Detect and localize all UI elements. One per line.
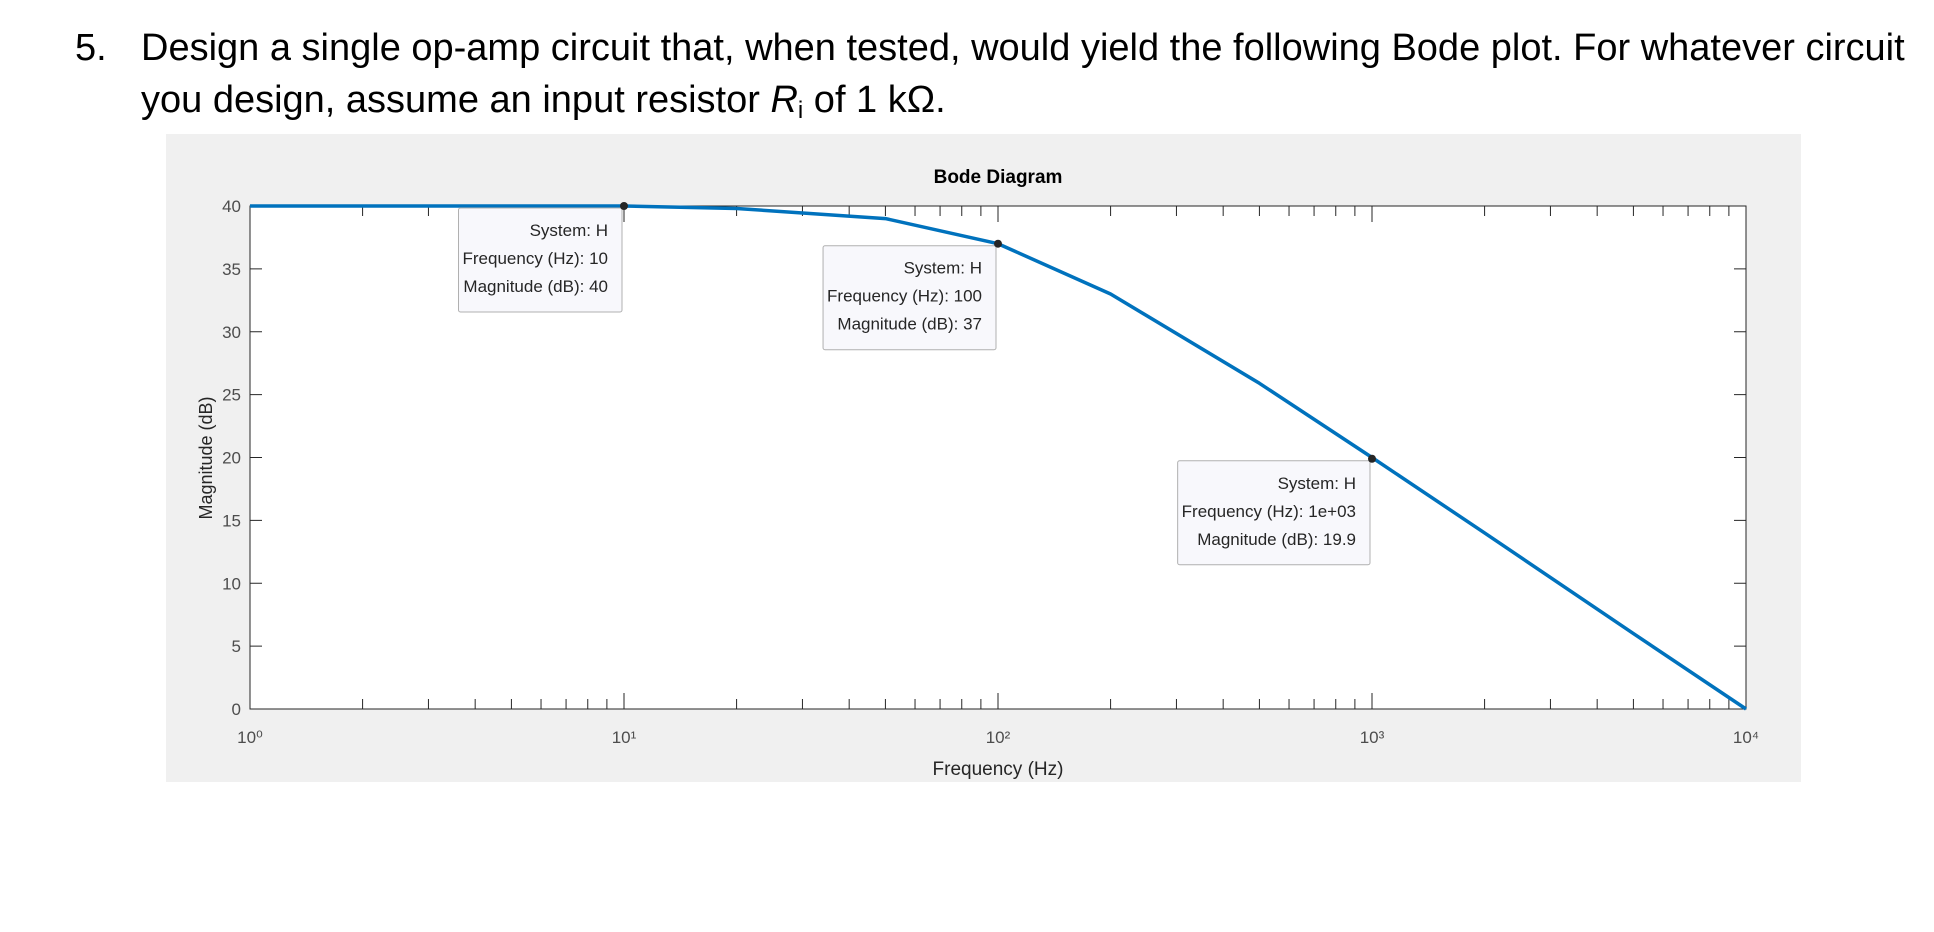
chart-title: Bode Diagram	[934, 167, 1063, 188]
x-axis-label: Frequency (Hz)	[933, 759, 1064, 780]
y-tick-label: 10	[222, 574, 241, 593]
data-tip: System: H Frequency (Hz): 100 Magnitude (d…	[822, 245, 997, 351]
question-text: Design a single op-amp circuit that, whe…	[141, 22, 1915, 126]
symbol: R	[770, 79, 798, 121]
y-tick-label: 0	[232, 700, 241, 719]
data-tip: System: H Frequency (Hz): 10 Magnitude (dB…	[458, 207, 623, 313]
data-tip-box	[458, 207, 623, 313]
data-tip-text: Magnitude (dB): 19.9	[1197, 530, 1356, 549]
question: 5. Design a single op-amp circuit that, …	[75, 22, 1915, 126]
y-tick-label: 40	[222, 197, 241, 216]
data-tip-text: Frequency (Hz): 1e+03	[1182, 502, 1356, 521]
y-tick-label: 15	[222, 511, 241, 530]
data-tip-box	[1177, 460, 1371, 566]
y-tick-label: 30	[222, 323, 241, 342]
data-tip-point	[620, 202, 628, 210]
data-tip-point	[1368, 454, 1376, 463]
data-tip-text: System: H	[530, 221, 608, 240]
x-tick-label: 10¹	[612, 728, 637, 747]
x-tick-label: 10³	[1360, 728, 1385, 747]
data-tip-text: System: H	[904, 259, 982, 278]
data-tip-text: Frequency (Hz): 100	[827, 287, 982, 306]
subscript: i	[797, 97, 804, 124]
text: Design a single op-amp circuit that, whe…	[141, 27, 1905, 121]
x-tick-label: 10⁴	[1733, 728, 1759, 747]
question-number: 5.	[75, 27, 107, 69]
data-tip-box	[822, 245, 997, 351]
y-tick-label: 35	[222, 260, 241, 279]
data-tip-point	[994, 239, 1002, 248]
data-tip: System: H Frequency (Hz): 1e+03 Magnitude …	[1177, 460, 1371, 566]
y-axis-label: Magnitude (dB)	[196, 396, 216, 519]
y-tick-label: 25	[222, 386, 241, 405]
x-tick-label: 10⁰	[237, 728, 263, 747]
y-tick-label: 5	[232, 637, 241, 656]
data-tip-text: Magnitude (dB): 37	[837, 315, 982, 334]
y-tick-label: 20	[222, 449, 241, 468]
x-tick-label: 10²	[986, 728, 1011, 747]
data-tip-text: Frequency (Hz): 10	[463, 249, 609, 268]
data-tip-text: Magnitude (dB): 40	[463, 277, 608, 296]
data-tip-text: System: H	[1278, 474, 1356, 493]
text: of 1 kΩ.	[803, 79, 946, 121]
